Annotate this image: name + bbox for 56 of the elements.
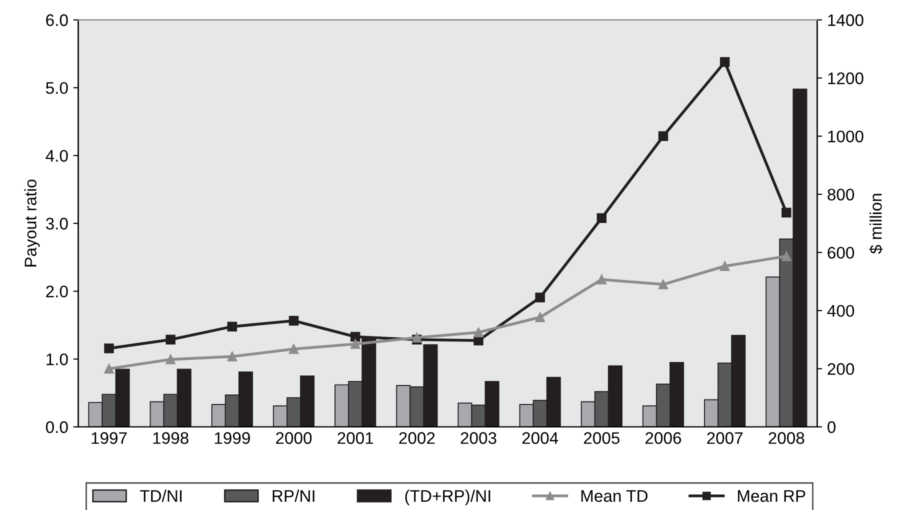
point bbox=[350, 332, 360, 342]
point bbox=[227, 352, 238, 362]
y-tick-label: 3.0 bbox=[46, 218, 68, 230]
y-tick-label: 6.0 bbox=[46, 14, 68, 26]
point bbox=[227, 322, 238, 332]
point bbox=[104, 364, 114, 374]
point bbox=[658, 131, 668, 142]
y2-tick-label: 800 bbox=[828, 188, 854, 201]
y-tick-label: 0.0 bbox=[46, 421, 68, 434]
point bbox=[658, 280, 668, 290]
point bbox=[288, 344, 299, 354]
point bbox=[782, 251, 792, 262]
legend-label: (TD+RP)/NI bbox=[405, 490, 490, 506]
point bbox=[720, 57, 730, 67]
y-tick-label: 2.0 bbox=[46, 286, 68, 298]
point bbox=[288, 316, 299, 326]
y-axis-title: Payout ratio bbox=[24, 180, 40, 266]
point bbox=[412, 332, 422, 342]
point bbox=[474, 328, 484, 338]
point bbox=[104, 344, 114, 354]
point bbox=[720, 261, 730, 271]
x-tick-label: 1997 bbox=[92, 432, 127, 444]
legend-label: TD/NI bbox=[140, 490, 182, 502]
y2-tick-label: 400 bbox=[827, 304, 854, 317]
y-tick-label: 4.0 bbox=[46, 150, 68, 162]
y-tick-label: 5.0 bbox=[46, 82, 68, 94]
y2-tick-label: 1200 bbox=[828, 72, 864, 84]
point bbox=[596, 213, 607, 224]
point bbox=[166, 354, 176, 364]
point bbox=[166, 334, 176, 345]
y2-tick-label: 1000 bbox=[828, 130, 864, 142]
x-tick-label: 2007 bbox=[707, 432, 743, 444]
y2-axis-title: $ million bbox=[869, 194, 883, 254]
x-tick-label: 2000 bbox=[276, 432, 312, 444]
x-tick-label: 2003 bbox=[460, 432, 496, 444]
x-tick-label: 1998 bbox=[153, 432, 188, 444]
point bbox=[535, 312, 545, 322]
point bbox=[535, 292, 545, 302]
x-tick-label: 2006 bbox=[646, 432, 682, 444]
legend-label: Mean TD bbox=[581, 490, 648, 502]
y2-tick-label: 600 bbox=[828, 246, 854, 259]
y2-tick-label: 200 bbox=[828, 363, 854, 375]
x-tick-label: 2008 bbox=[768, 432, 804, 444]
x-tick-label: 2001 bbox=[338, 432, 374, 444]
legend-label: RP/NI bbox=[272, 490, 314, 502]
y2-tick-label: 1400 bbox=[828, 14, 864, 26]
point bbox=[350, 339, 360, 349]
point bbox=[596, 274, 607, 284]
point bbox=[782, 208, 792, 218]
x-tick-label: 2004 bbox=[522, 432, 558, 444]
y2-tick-label: 0 bbox=[828, 421, 836, 434]
x-tick-label: 2002 bbox=[399, 432, 435, 444]
x-tick-label: 1999 bbox=[214, 432, 250, 444]
x-tick-label: 2005 bbox=[584, 432, 620, 444]
legend-label: Mean RP bbox=[738, 490, 806, 502]
y-tick-label: 1.0 bbox=[46, 353, 68, 366]
